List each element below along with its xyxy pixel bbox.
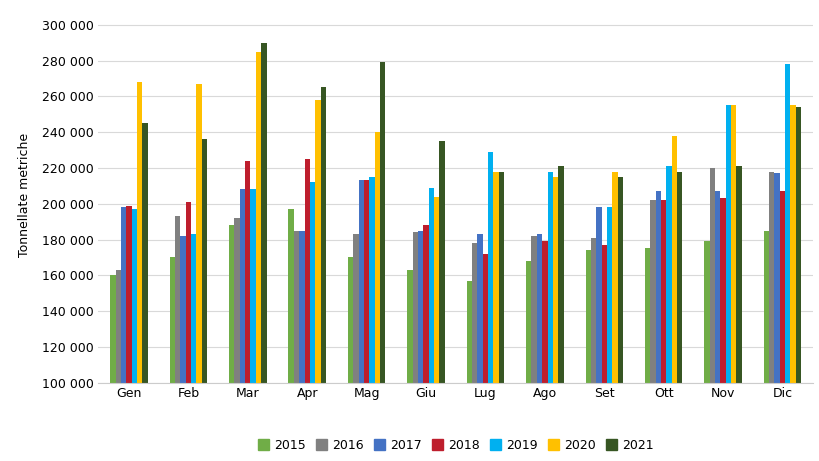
Bar (612, 171, 617, 461)
Bar (790, 105, 795, 461)
Bar (423, 225, 428, 461)
Bar (595, 207, 601, 461)
Bar (433, 196, 439, 461)
Bar (762, 230, 768, 461)
Bar (358, 180, 364, 461)
Bar (110, 275, 115, 461)
Bar (304, 159, 310, 461)
Bar (773, 173, 779, 461)
Bar (191, 234, 197, 461)
Legend: 2015, 2016, 2017, 2018, 2019, 2020, 2021: 2015, 2016, 2017, 2018, 2019, 2020, 2021 (252, 434, 658, 457)
Bar (185, 202, 191, 461)
Bar (655, 191, 660, 461)
Bar (526, 261, 531, 461)
Bar (293, 230, 299, 461)
Bar (645, 248, 649, 461)
Bar (418, 230, 423, 461)
Bar (239, 189, 245, 461)
Bar (585, 250, 590, 461)
Bar (547, 171, 552, 461)
Bar (606, 207, 612, 461)
Bar (174, 216, 180, 461)
Bar (364, 180, 369, 461)
Bar (720, 198, 725, 461)
Bar (245, 161, 250, 461)
Y-axis label: Tonnellate metriche: Tonnellate metriche (17, 133, 30, 257)
Bar (708, 168, 714, 461)
Bar (493, 171, 498, 461)
Bar (714, 191, 720, 461)
Bar (170, 257, 174, 461)
Bar (229, 225, 234, 461)
Bar (649, 200, 655, 461)
Bar (353, 234, 358, 461)
Bar (477, 234, 482, 461)
Bar (590, 238, 595, 461)
Bar (347, 257, 353, 461)
Bar (374, 132, 379, 461)
Bar (320, 88, 325, 461)
Bar (256, 52, 261, 461)
Bar (676, 171, 681, 461)
Bar (180, 236, 185, 461)
Bar (768, 171, 773, 461)
Bar (558, 166, 563, 461)
Bar (143, 123, 147, 461)
Bar (784, 64, 790, 461)
Bar (234, 218, 239, 461)
Bar (428, 188, 433, 461)
Bar (201, 139, 207, 461)
Bar (731, 105, 735, 461)
Bar (369, 177, 374, 461)
Bar (487, 152, 493, 461)
Bar (466, 281, 472, 461)
Bar (115, 270, 121, 461)
Bar (472, 243, 477, 461)
Bar (617, 177, 622, 461)
Bar (482, 254, 487, 461)
Bar (660, 200, 666, 461)
Bar (439, 141, 444, 461)
Bar (795, 107, 800, 461)
Bar (498, 171, 504, 461)
Bar (314, 100, 320, 461)
Bar (250, 189, 256, 461)
Bar (121, 207, 126, 461)
Bar (137, 82, 143, 461)
Bar (310, 182, 314, 461)
Bar (671, 136, 676, 461)
Bar (666, 166, 671, 461)
Bar (735, 166, 741, 461)
Bar (779, 191, 784, 461)
Bar (704, 241, 708, 461)
Bar (412, 232, 418, 461)
Bar (288, 209, 293, 461)
Bar (601, 245, 606, 461)
Bar (299, 230, 304, 461)
Bar (379, 62, 385, 461)
Bar (197, 84, 201, 461)
Bar (126, 206, 132, 461)
Bar (536, 234, 541, 461)
Bar (552, 177, 558, 461)
Bar (407, 270, 412, 461)
Bar (261, 43, 266, 461)
Bar (541, 241, 547, 461)
Bar (531, 236, 536, 461)
Bar (725, 105, 731, 461)
Bar (132, 209, 137, 461)
